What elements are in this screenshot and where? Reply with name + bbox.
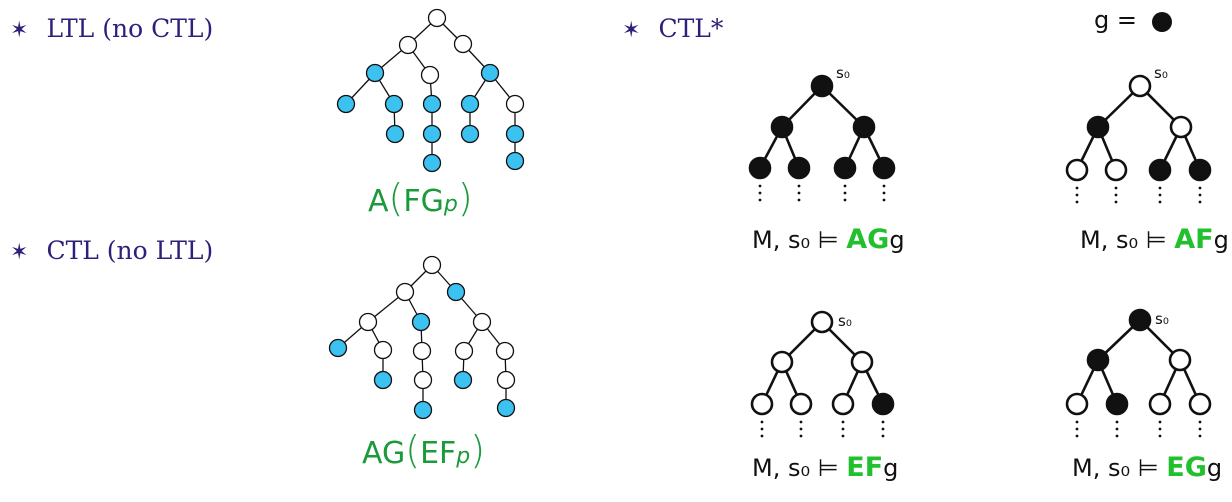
root-label-ef: s₀: [838, 312, 852, 330]
sketch-eg-nodes: [1065, 308, 1212, 416]
asterisk-icon: ✶: [10, 18, 29, 43]
caption-ag: M, s₀ ⊨ AGg: [752, 224, 905, 255]
sketch-af-nodes: [1065, 74, 1212, 182]
caption-ef: M, s₀ ⊨ EFg: [752, 452, 899, 483]
bullet-ctlstar: ✶ CTL*: [622, 14, 724, 43]
ctl-tree-nodes: [328, 255, 516, 420]
asterisk-icon: ✶: [10, 240, 29, 265]
root-label-ag: s₀: [836, 64, 850, 82]
bullet-ltl: ✶ LTL (no CTL): [10, 14, 214, 43]
continuation-dots: [758, 184, 1202, 438]
sketch-ef-nodes: [750, 310, 895, 416]
legend-text: g =: [1094, 6, 1137, 34]
caption-eg: M, s₀ ⊨ EGg: [1072, 452, 1223, 483]
caption-af: M, s₀ ⊨ AFg: [1080, 224, 1229, 255]
asterisk-icon: ✶: [622, 18, 641, 43]
root-label-eg: s₀: [1155, 310, 1169, 328]
ltl-tree-nodes: [336, 8, 525, 173]
ltl-formula: A(FGp): [368, 176, 473, 220]
legend-filled-dot: [1152, 12, 1172, 32]
root-label-af: s₀: [1154, 64, 1168, 82]
root-labels: s₀ s₀ s₀ s₀: [836, 64, 1169, 330]
bullet-ctl: ✶ CTL (no LTL): [10, 236, 214, 265]
sketch-ag-nodes: [748, 74, 896, 180]
ctl-formula: AG(EFp): [362, 428, 486, 472]
